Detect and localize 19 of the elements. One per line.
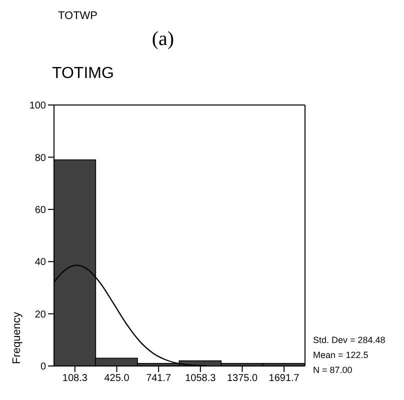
y-tick-label: 0 xyxy=(40,362,46,373)
text: Mean = 122.5 xyxy=(313,349,370,362)
chart-title: TOTIMG xyxy=(52,65,114,83)
x-tick-label: 1375.0 xyxy=(226,373,258,384)
y-tick-label: 60 xyxy=(34,204,46,216)
text: (a) xyxy=(150,28,176,51)
x-tick-label: 741.7 xyxy=(146,373,172,384)
y-tick-label: 20 xyxy=(34,309,46,320)
y-axis-title: Frequency xyxy=(11,312,23,364)
x-tick-label: 108.3 xyxy=(62,373,88,384)
x-tick-label: 425.0 xyxy=(104,373,130,384)
text: Std. Dev = 284.48 xyxy=(313,334,386,347)
text: N = 87.00 xyxy=(313,364,354,377)
y-tick-label: 100 xyxy=(29,100,46,112)
y-tick-label: 80 xyxy=(34,152,46,164)
x-tick-label: 1058.3 xyxy=(185,373,216,384)
y-tick-label: 40 xyxy=(34,257,46,268)
x-tick-label: 1691.7 xyxy=(268,373,300,384)
text: TOTWP xyxy=(58,10,98,22)
